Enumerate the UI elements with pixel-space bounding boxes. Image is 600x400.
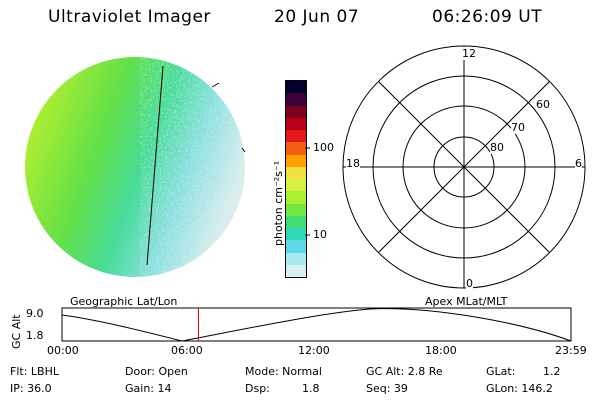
x-tick-1800: 18:00 (425, 344, 457, 357)
mlt-label-18: 18 (346, 157, 360, 170)
lat-label-70: 70 (511, 121, 525, 134)
door-info: Door: Open (125, 365, 188, 378)
filter-info: Flt: LBHL (10, 365, 59, 378)
gc-alt-info: GC Alt: 2.8 Re (366, 365, 443, 378)
colorbar-tick-100: 100 (313, 141, 334, 154)
orbit-tick-mark (241, 147, 246, 153)
terminator-line (146, 65, 164, 266)
lat-label-80: 80 (490, 141, 504, 154)
x-tick-0000: 00:00 (47, 344, 79, 357)
colorbar-swatch (286, 215, 306, 228)
color-scale-ticks (305, 147, 310, 236)
colorbar-swatch (286, 154, 306, 167)
x-tick-0600: 06:00 (171, 344, 203, 357)
mlt-label-6: 6 (575, 157, 582, 170)
time-label: 06:26:09 UT (432, 7, 543, 27)
mlt-label-12: 12 (461, 47, 477, 60)
seq-info: Seq: 39 (366, 382, 408, 395)
lat-label-60: 60 (536, 98, 550, 111)
colorbar-swatch (286, 117, 306, 130)
colorbar-swatch (286, 179, 306, 192)
apex-label: Apex MLat/MLT (425, 295, 508, 308)
dsp-info: Dsp: (245, 382, 270, 395)
colorbar-tick-10: 10 (313, 228, 327, 241)
colorbar-swatch (286, 81, 306, 94)
app-title: Ultraviolet Imager (48, 7, 211, 27)
y-tick-top: 9.0 (26, 307, 44, 320)
date-label: 20 Jun 07 (274, 7, 360, 27)
color-scale-bar (285, 80, 307, 278)
dsp-value: 1.8 (302, 382, 320, 395)
colorbar-swatch (286, 130, 306, 143)
glat-info: GLat: (486, 365, 516, 378)
y-tick-bottom: 1.8 (26, 329, 44, 342)
mlt-label-0: 0 (466, 277, 473, 290)
polar-grid (342, 45, 586, 289)
x-tick-2359: 23:59 (555, 344, 587, 357)
colorbar-swatch (286, 191, 306, 204)
geographic-label: Geographic Lat/Lon (70, 295, 178, 308)
colorbar-swatch (286, 93, 306, 106)
colorbar-swatch (286, 252, 306, 265)
glon-info: GLon: 146.2 (486, 382, 553, 395)
colorbar-swatch (286, 264, 306, 277)
ip-info: IP: 36.0 (10, 382, 52, 395)
colorbar-swatch (286, 142, 306, 155)
x-tick-1200: 12:00 (298, 344, 330, 357)
timeline-frame (61, 307, 572, 342)
colorbar-swatch (286, 105, 306, 118)
mode-info: Mode: Normal (245, 365, 322, 378)
gain-info: Gain: 14 (125, 382, 172, 395)
colorbar-swatch (286, 228, 306, 241)
colorbar-swatch (286, 203, 306, 216)
orbit-tick-mark (211, 82, 220, 88)
colorbar-swatch (286, 240, 306, 253)
altitude-curve (61, 308, 572, 342)
glat-value: 1.2 (543, 365, 561, 378)
colorbar-swatch (286, 166, 306, 179)
